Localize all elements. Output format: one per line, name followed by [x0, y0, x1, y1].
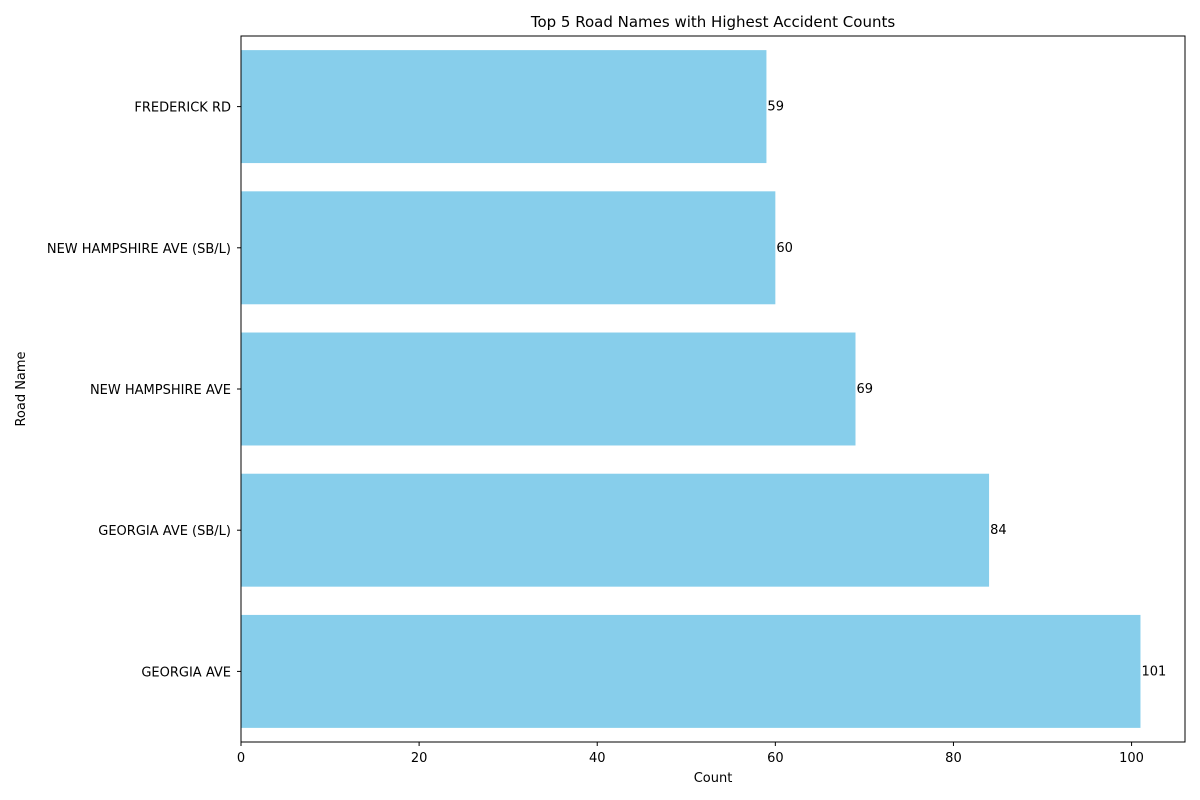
y-axis-label: Road Name: [14, 351, 29, 426]
bar: [241, 191, 776, 305]
data-label: 59: [767, 100, 784, 115]
y-tick-label: NEW HAMPSHIRE AVE: [90, 383, 231, 398]
plot-area-frame: [240, 35, 1186, 743]
bar: [241, 473, 990, 587]
data-label: 60: [776, 241, 793, 256]
data-label: 101: [1141, 664, 1166, 679]
x-axis-label: Count: [694, 771, 733, 786]
bar: [241, 332, 856, 446]
bars-group: [241, 50, 1141, 728]
x-tick-label: 20: [411, 751, 428, 766]
data-label: 84: [990, 523, 1007, 538]
y-tick-label: GEORGIA AVE: [141, 665, 231, 680]
data-label: 69: [856, 382, 873, 397]
y-tick-label: FREDERICK RD: [134, 101, 231, 116]
y-tick-label: GEORGIA AVE (SB/L): [98, 524, 231, 539]
data-labels-group: 101 84 69 60 59: [767, 100, 1166, 680]
chart-title: Top 5 Road Names with Highest Accident C…: [530, 13, 896, 31]
x-tick-label: 0: [237, 751, 245, 766]
x-tick-label: 80: [945, 751, 962, 766]
x-tick-label: 40: [589, 751, 606, 766]
bar: [241, 614, 1141, 728]
ticks-group: GEORGIA AVE GEORGIA AVE (SB/L) NEW HAMPSHI…: [47, 101, 1144, 766]
x-tick-label: 60: [767, 751, 784, 766]
bar: [241, 50, 767, 164]
x-tick-label: 100: [1119, 751, 1144, 766]
y-tick-label: NEW HAMPSHIRE AVE (SB/L): [47, 242, 231, 257]
